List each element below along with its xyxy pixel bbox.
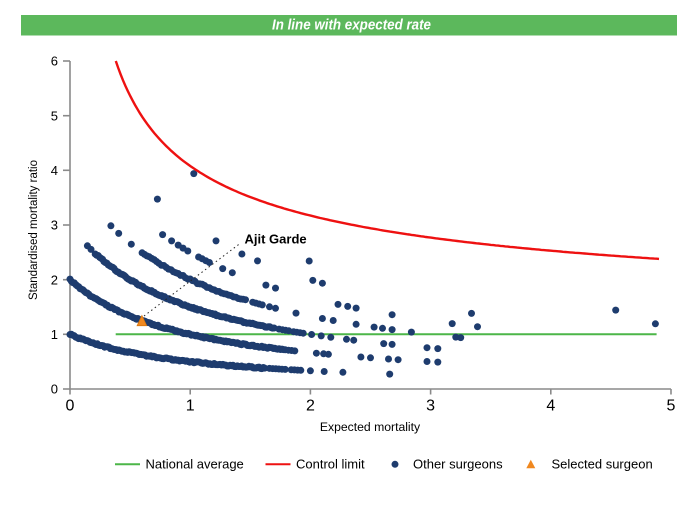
svg-text:In line with expected rate: In line with expected rate	[272, 17, 431, 34]
svg-text:2: 2	[306, 398, 315, 415]
svg-text:2: 2	[51, 272, 58, 287]
svg-text:Selected surgeon: Selected surgeon	[552, 457, 653, 472]
svg-text:1: 1	[186, 398, 195, 415]
svg-text:5: 5	[51, 108, 58, 123]
svg-text:Ajit Garde: Ajit Garde	[245, 232, 307, 247]
svg-text:Other surgeons: Other surgeons	[413, 457, 503, 472]
svg-text:4: 4	[546, 398, 555, 415]
svg-text:0: 0	[66, 398, 75, 415]
svg-text:Control limit: Control limit	[296, 457, 365, 472]
svg-text:4: 4	[51, 163, 58, 178]
svg-text:3: 3	[426, 398, 435, 415]
svg-text:5: 5	[667, 398, 676, 415]
svg-text:Expected mortality: Expected mortality	[320, 420, 421, 434]
svg-text:1: 1	[51, 327, 58, 342]
svg-text:3: 3	[51, 218, 58, 233]
svg-text:6: 6	[51, 54, 58, 69]
svg-text:0: 0	[51, 382, 58, 397]
svg-text:National average: National average	[146, 457, 244, 472]
svg-text:Standardised mortality ratio: Standardised mortality ratio	[28, 160, 40, 300]
